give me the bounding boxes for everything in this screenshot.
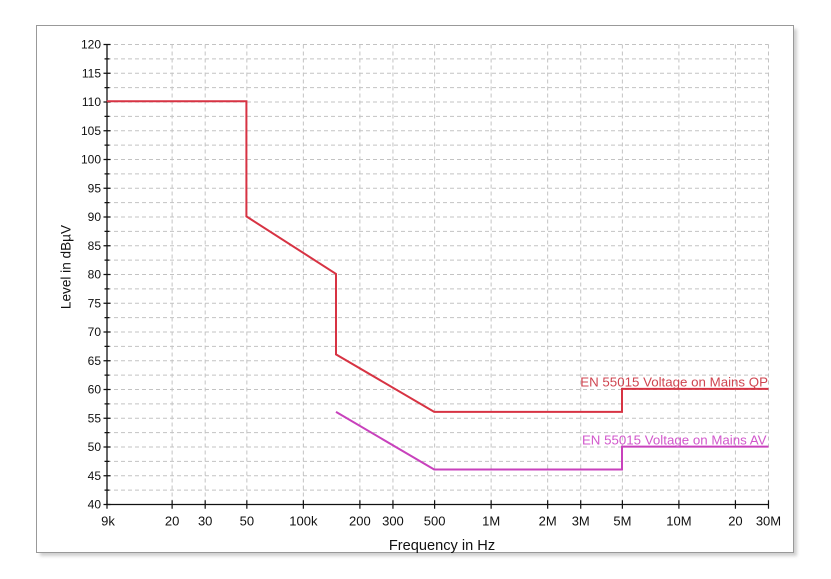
svg-text:115: 115 bbox=[82, 66, 101, 80]
svg-text:60: 60 bbox=[88, 383, 102, 397]
svg-text:5M: 5M bbox=[613, 514, 631, 529]
svg-text:300: 300 bbox=[382, 514, 404, 529]
svg-text:50: 50 bbox=[240, 514, 254, 529]
svg-text:EN 55015 Voltage on Mains QP: EN 55015 Voltage on Mains QP bbox=[580, 374, 768, 389]
svg-text:20: 20 bbox=[728, 514, 742, 529]
svg-text:2M: 2M bbox=[539, 514, 557, 529]
svg-text:40: 40 bbox=[88, 498, 102, 512]
svg-text:120: 120 bbox=[81, 38, 101, 52]
svg-text:Level in dBµV: Level in dBµV bbox=[59, 225, 74, 309]
svg-text:EN 55015 Voltage on Mains AV: EN 55015 Voltage on Mains AV bbox=[582, 433, 767, 448]
svg-text:10M: 10M bbox=[666, 514, 691, 529]
svg-text:55: 55 bbox=[88, 411, 102, 425]
svg-text:110: 110 bbox=[82, 95, 101, 109]
svg-text:1M: 1M bbox=[482, 514, 500, 529]
svg-text:90: 90 bbox=[88, 210, 102, 224]
svg-text:75: 75 bbox=[88, 296, 102, 310]
svg-text:30: 30 bbox=[198, 514, 212, 529]
svg-text:85: 85 bbox=[88, 239, 102, 253]
svg-text:100k: 100k bbox=[289, 514, 318, 529]
svg-text:200: 200 bbox=[349, 514, 371, 529]
svg-text:95: 95 bbox=[88, 181, 102, 195]
svg-text:Frequency in Hz: Frequency in Hz bbox=[389, 538, 495, 554]
svg-text:70: 70 bbox=[88, 325, 102, 339]
svg-text:80: 80 bbox=[88, 268, 102, 282]
svg-text:50: 50 bbox=[88, 440, 102, 454]
svg-text:45: 45 bbox=[88, 469, 102, 483]
svg-text:30M: 30M bbox=[756, 514, 781, 529]
svg-text:100: 100 bbox=[81, 153, 101, 167]
svg-text:3M: 3M bbox=[572, 514, 590, 529]
svg-text:9k: 9k bbox=[101, 514, 115, 529]
svg-text:105: 105 bbox=[81, 124, 101, 138]
svg-text:500: 500 bbox=[424, 514, 446, 529]
svg-text:20: 20 bbox=[165, 514, 179, 529]
svg-text:65: 65 bbox=[88, 354, 102, 368]
